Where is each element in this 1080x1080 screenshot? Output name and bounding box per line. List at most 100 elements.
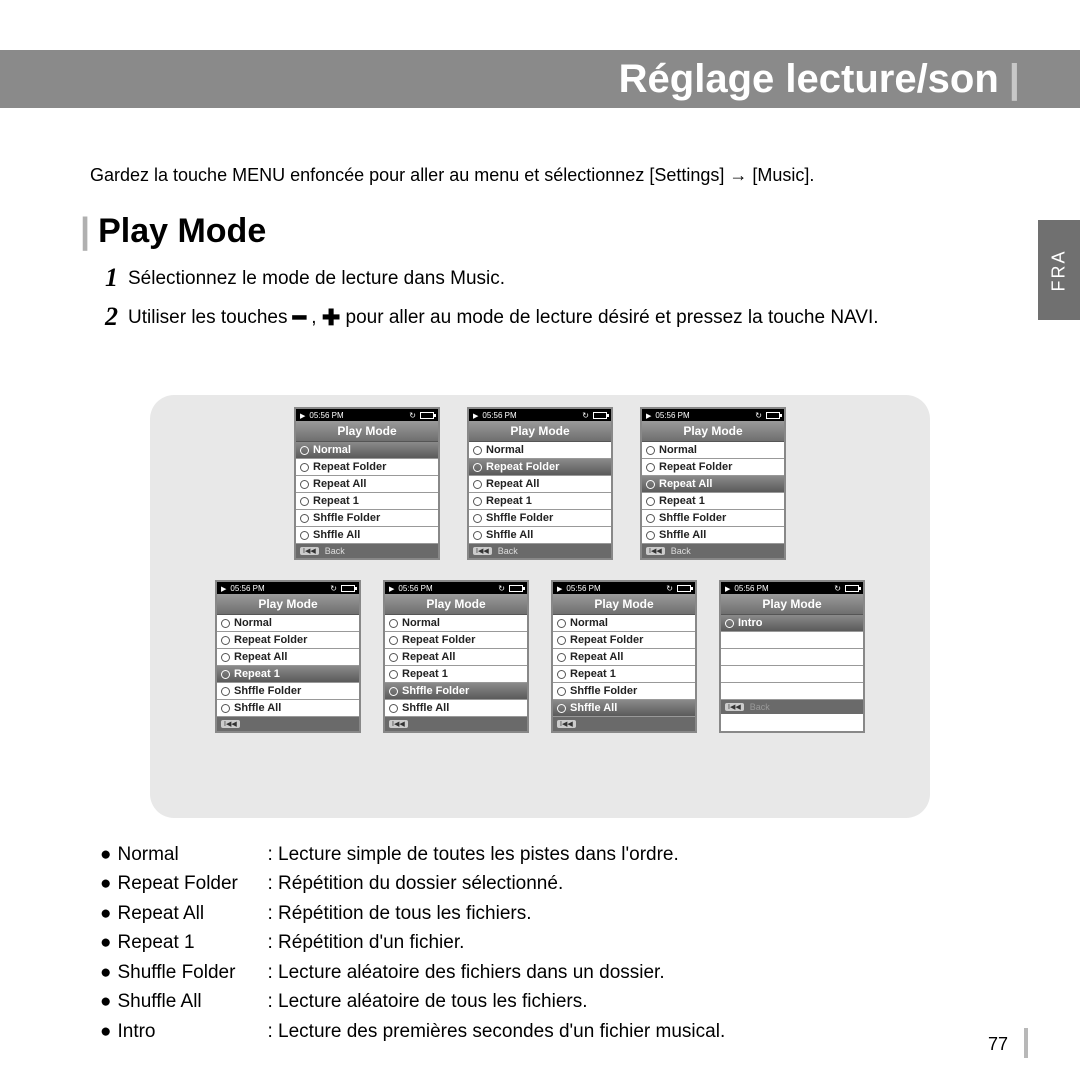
menu-item[interactable]: Shffle Folder [217, 683, 359, 700]
screen-footer: I◀◀Back [469, 544, 611, 558]
radio-icon [557, 704, 566, 713]
minus-icon: ━ [293, 312, 306, 323]
prev-track-icon: I◀◀ [557, 720, 576, 728]
menu-item[interactable]: Repeat Folder [642, 459, 784, 476]
menu-item[interactable]: Repeat 1 [296, 493, 438, 510]
menu-item[interactable]: . [721, 649, 863, 666]
menu-item[interactable]: Normal [217, 615, 359, 632]
back-label[interactable]: Back [671, 546, 691, 556]
menu-item[interactable]: Repeat 1 [642, 493, 784, 510]
menu-item[interactable]: Repeat 1 [385, 666, 527, 683]
menu-item[interactable]: Repeat All [642, 476, 784, 493]
radio-icon [557, 636, 566, 645]
menu-item[interactable]: Normal [642, 442, 784, 459]
menu-item[interactable]: Shffle All [469, 527, 611, 544]
bullet-icon: ● [100, 987, 111, 1016]
loop-icon [498, 584, 505, 593]
screen-row-2: 05:56 PMPlay ModeNormalRepeat FolderRepe… [162, 580, 918, 733]
battery-icon [509, 585, 523, 592]
menu-item[interactable]: Normal [469, 442, 611, 459]
menu-item[interactable]: Repeat 1 [217, 666, 359, 683]
menu-item[interactable]: Repeat All [296, 476, 438, 493]
menu-item[interactable]: Repeat 1 [553, 666, 695, 683]
device-screen: 05:56 PMPlay ModeNormalRepeat FolderRepe… [551, 580, 697, 733]
status-bar: 05:56 PM [296, 409, 438, 421]
menu-item[interactable]: Shffle Folder [642, 510, 784, 527]
menu-item[interactable]: Repeat All [385, 649, 527, 666]
menu-item[interactable]: Repeat Folder [217, 632, 359, 649]
section-divider: | [80, 210, 90, 252]
menu-item[interactable]: Repeat Folder [296, 459, 438, 476]
menu-item-label: Shffle Folder [402, 685, 469, 697]
menu-item[interactable]: Repeat Folder [469, 459, 611, 476]
radio-icon [557, 653, 566, 662]
menu-item[interactable]: Intro [721, 615, 863, 632]
menu-item[interactable]: Repeat All [217, 649, 359, 666]
description-term: Normal [117, 840, 267, 869]
back-label[interactable]: Back [325, 546, 345, 556]
description-row: ●Repeat 1: Répétition d'un fichier. [100, 928, 990, 957]
step-text: Utiliser les touches ━ , ✚ pour aller au… [128, 304, 879, 333]
device-screen: 05:56 PMPlay ModeNormalRepeat FolderRepe… [215, 580, 361, 733]
menu-item[interactable]: Normal [553, 615, 695, 632]
radio-icon [646, 463, 655, 472]
radio-icon [473, 531, 482, 540]
menu-item-label: . [725, 668, 728, 680]
menu-item-label: Normal [570, 617, 608, 629]
page-title: Réglage lecture/son [619, 57, 999, 102]
menu-item[interactable]: Shffle All [296, 527, 438, 544]
menu-list: Intro.... [721, 615, 863, 700]
description-term: Shuffle All [117, 987, 267, 1016]
menu-item[interactable]: Repeat Folder [385, 632, 527, 649]
menu-item[interactable]: . [721, 632, 863, 649]
menu-item[interactable]: Shffle All [385, 700, 527, 717]
description-term: Repeat Folder [117, 869, 267, 898]
menu-item-label: Repeat All [402, 651, 455, 663]
loop-icon [755, 411, 762, 420]
status-bar: 05:56 PM [385, 582, 527, 594]
menu-item-label: Repeat 1 [659, 495, 705, 507]
menu-item[interactable]: Shffle Folder [553, 683, 695, 700]
menu-item-label: Shffle All [570, 702, 617, 714]
bullet-icon: ● [100, 840, 111, 869]
menu-item[interactable]: . [721, 666, 863, 683]
radio-icon [300, 497, 309, 506]
back-label: Back [750, 702, 770, 712]
radio-icon [221, 687, 230, 696]
menu-item[interactable]: Shffle Folder [469, 510, 611, 527]
menu-item[interactable]: Repeat Folder [553, 632, 695, 649]
radio-icon [389, 653, 398, 662]
menu-item-label: Normal [659, 444, 697, 456]
menu-item[interactable]: Normal [296, 442, 438, 459]
menu-item[interactable]: Shffle All [642, 527, 784, 544]
play-icon [473, 411, 478, 420]
menu-item-label: Shffle All [486, 529, 533, 541]
back-label[interactable]: Back [498, 546, 518, 556]
radio-icon [300, 480, 309, 489]
menu-item[interactable]: Repeat All [469, 476, 611, 493]
menu-item-label: Repeat All [486, 478, 539, 490]
menu-item[interactable]: Shffle Folder [385, 683, 527, 700]
menu-item[interactable]: . [721, 683, 863, 700]
device-screen: 05:56 PMPlay ModeNormalRepeat FolderRepe… [294, 407, 440, 560]
menu-item[interactable]: Shffle Folder [296, 510, 438, 527]
menu-item[interactable]: Shffle All [553, 700, 695, 717]
status-bar: 05:56 PM [469, 409, 611, 421]
menu-item[interactable]: Normal [385, 615, 527, 632]
radio-icon [557, 670, 566, 679]
description-text: : Lecture aléatoire des fichiers dans un… [267, 958, 664, 987]
radio-icon [473, 480, 482, 489]
bullet-icon: ● [100, 899, 111, 928]
menu-item[interactable]: Repeat 1 [469, 493, 611, 510]
radio-icon [389, 636, 398, 645]
menu-item[interactable]: Shffle All [217, 700, 359, 717]
menu-item-label: Repeat 1 [486, 495, 532, 507]
radio-icon [389, 704, 398, 713]
status-time: 05:56 PM [734, 584, 768, 593]
step-number: 1 [105, 265, 118, 291]
radio-icon [557, 619, 566, 628]
menu-item[interactable]: Repeat All [553, 649, 695, 666]
radio-icon [646, 480, 655, 489]
plus-icon: ✚ [322, 312, 340, 323]
page-number-divider [1024, 1028, 1028, 1058]
